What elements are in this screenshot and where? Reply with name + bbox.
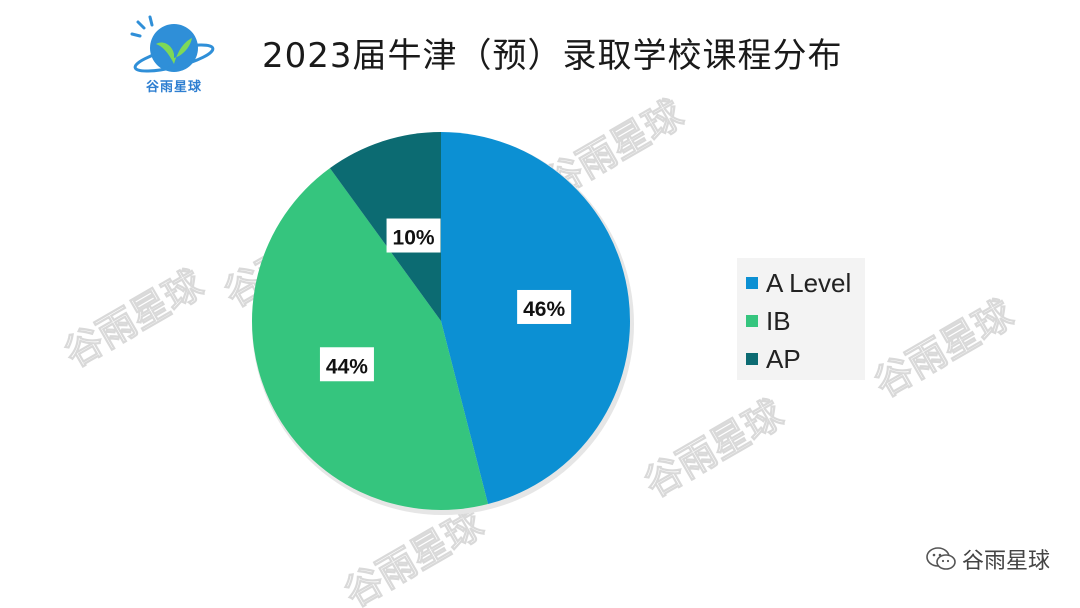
pie-labels: 46% 44% 10% — [319, 218, 572, 382]
legend-swatch — [746, 315, 758, 327]
legend-item-ap: AP — [746, 340, 865, 378]
watermark-text: 谷雨星球 — [867, 291, 1022, 406]
planet-leaf-icon — [130, 15, 215, 73]
logo-text: 谷雨星球 — [145, 80, 202, 95]
legend-label: IB — [766, 305, 791, 336]
data-label: 46% — [517, 289, 572, 324]
chart-legend: A Level IB AP — [737, 258, 865, 380]
data-label-text: 10% — [393, 227, 435, 250]
legend-label: A Level — [766, 267, 852, 298]
watermark-text: 谷雨星球 — [57, 261, 212, 376]
legend-label: AP — [766, 343, 801, 374]
brand-logo: 谷雨星球 — [128, 14, 220, 95]
pie-slice-ib — [252, 168, 489, 510]
data-label-box — [386, 218, 441, 253]
legend-item-ib: IB — [746, 302, 865, 340]
footer-text: 谷雨星球 — [961, 549, 1050, 574]
data-label: 10% — [386, 218, 441, 253]
legend-swatch — [746, 353, 758, 365]
data-label-text: 46% — [523, 298, 565, 321]
wechat-icon — [926, 547, 956, 570]
pie-slices — [252, 132, 634, 515]
legend-item-a-level: A Level — [746, 264, 865, 302]
data-label-text: 44% — [326, 355, 368, 378]
legend-swatch — [746, 277, 758, 289]
chart-title: 2023届牛津（预）录取学校课程分布 — [262, 36, 843, 76]
pie-slice-ap — [329, 132, 441, 321]
watermark-text: 谷雨星球 — [637, 391, 792, 506]
data-label-box — [319, 347, 374, 382]
data-label-box — [517, 289, 572, 324]
data-label: 44% — [319, 347, 374, 382]
footer-brand: 谷雨星球 — [926, 543, 1050, 575]
watermark-text: 谷雨星球 — [337, 501, 492, 608]
